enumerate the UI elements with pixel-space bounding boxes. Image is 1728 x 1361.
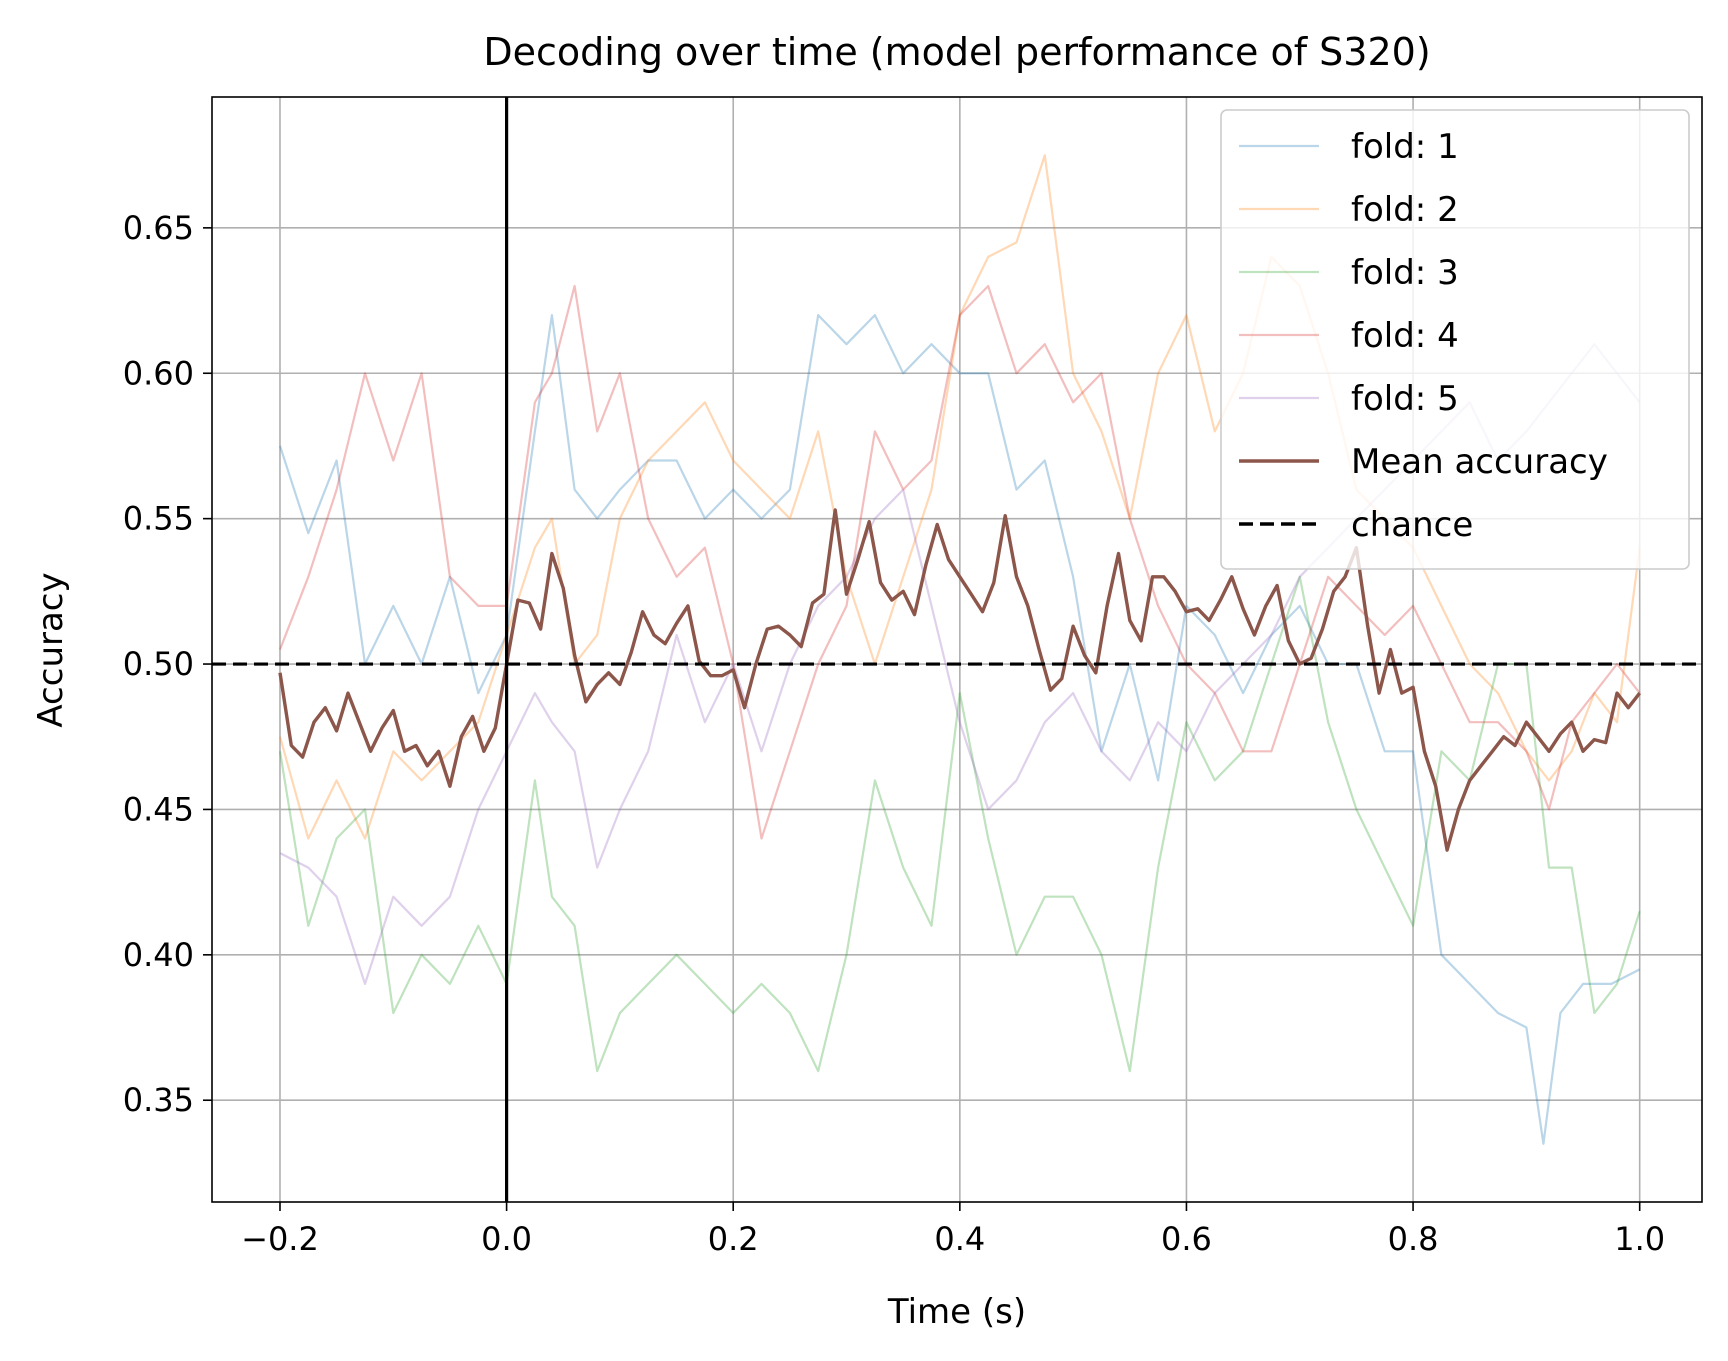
x-tick-label-4: 0.6 [1161, 1220, 1212, 1258]
series-line-4 [278, 284, 1641, 840]
y-axis-label: Accuracy [31, 572, 71, 727]
x-tick-label-5: 0.8 [1388, 1220, 1439, 1258]
y-tick-label-3: 0.50 [123, 645, 194, 683]
legend-label-3: fold: 3 [1351, 253, 1459, 293]
x-tick-label-2: 0.2 [708, 1220, 759, 1258]
legend-label-2: fold: 2 [1351, 190, 1459, 230]
plot-frame [211, 96, 1703, 1203]
legend-label-5: fold: 5 [1351, 379, 1459, 419]
legend-label-4: fold: 4 [1351, 316, 1459, 356]
x-tick-label-1: 0.0 [481, 1220, 532, 1258]
y-tick-label-5: 0.60 [123, 354, 194, 392]
chart-title: Decoding over time (model performance of… [483, 30, 1430, 74]
x-tick-label-0: −0.2 [241, 1220, 319, 1258]
x-tick-label-3: 0.4 [934, 1220, 985, 1258]
x-axis-label: Time (s) [887, 1292, 1026, 1332]
legend: fold: 1 fold: 2 fold: 3 fold: 4 fold: 5 Mean … [1220, 109, 1690, 570]
series-line-3 [278, 575, 1641, 1073]
x-tick-label-6: 1.0 [1614, 1220, 1665, 1258]
series-line-1 [278, 314, 1641, 1145]
y-axis: 0.35 0.40 0.45 0.50 0.55 0.60 0.65 [123, 209, 212, 1119]
y-tick-label-0: 0.35 [123, 1081, 194, 1119]
legend-label-6: Mean accuracy [1351, 442, 1608, 482]
legend-label-1: fold: 1 [1351, 127, 1459, 167]
y-tick-label-2: 0.45 [123, 790, 194, 828]
y-tick-label-6: 0.65 [123, 209, 194, 247]
y-tick-label-1: 0.40 [123, 936, 194, 974]
legend-box [1220, 109, 1690, 570]
legend-label-7: chance [1351, 505, 1473, 545]
x-axis: −0.2 0.0 0.2 0.4 0.6 0.8 1.0 [241, 1202, 1665, 1258]
y-tick-label-4: 0.55 [123, 500, 194, 538]
